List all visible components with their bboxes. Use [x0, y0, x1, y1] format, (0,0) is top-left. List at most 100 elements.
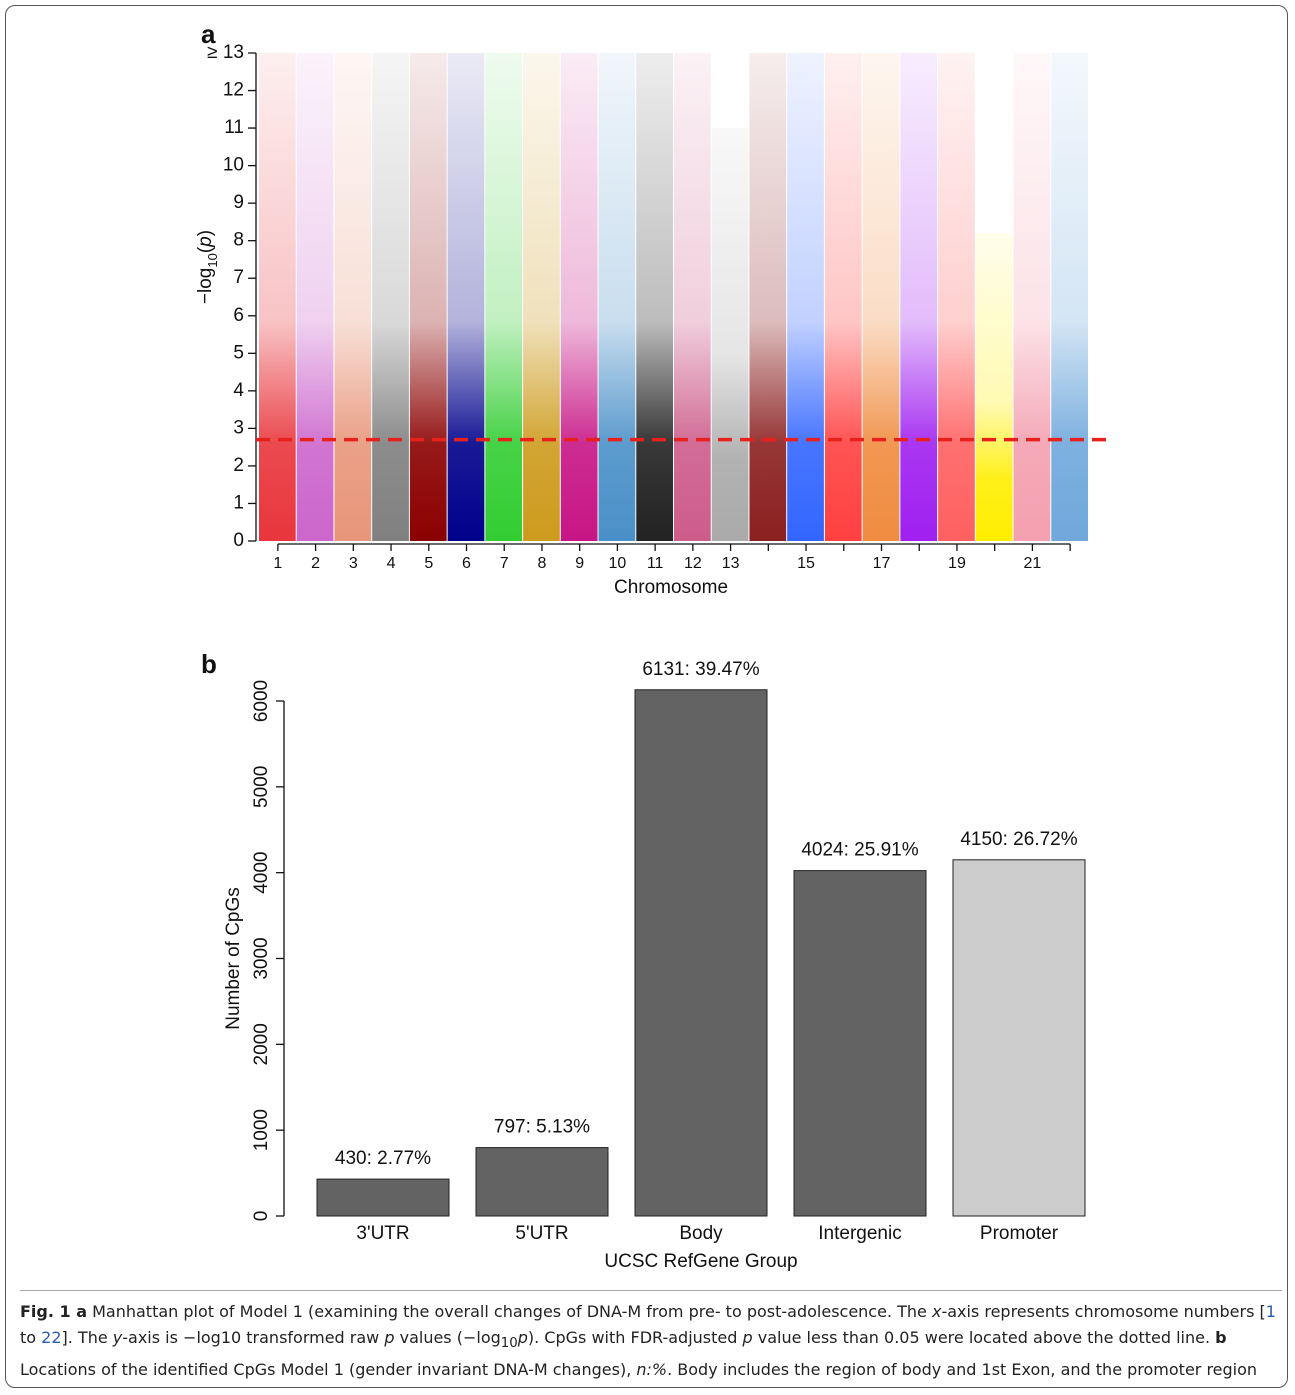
- caption-link[interactable]: 22: [41, 1328, 62, 1347]
- y-tick-label: 0: [233, 530, 244, 551]
- y-axis-label-part: −log: [195, 268, 216, 304]
- caption-text: -axis represents chromosome numbers [: [941, 1302, 1266, 1321]
- caption-text: p: [384, 1328, 395, 1347]
- chromosome-column: [1013, 53, 1051, 541]
- y-tick-label: 11: [224, 117, 244, 138]
- y-axis-label: Number of CpGs: [223, 887, 244, 1030]
- caption-text: values (−log: [394, 1328, 501, 1347]
- y-tick-label: 3000: [251, 937, 272, 979]
- x-tick-label: Body: [679, 1223, 723, 1244]
- y-tick-label: 7: [233, 267, 244, 288]
- y-tick-label: 2000: [251, 1023, 272, 1065]
- y-tick-label: 3: [233, 417, 244, 438]
- chromosome-column: [938, 53, 975, 541]
- x-tick-label: 5: [424, 555, 433, 572]
- x-tick-label: 12: [684, 555, 702, 572]
- x-tick-label: 7: [500, 555, 509, 572]
- chromosome-column: [636, 53, 673, 541]
- chromosome-column: [787, 53, 824, 541]
- caption-text: value less than 0.05 were located above …: [752, 1328, 1216, 1347]
- chromosome-column: [749, 53, 787, 541]
- y-tick-label: 10: [223, 155, 244, 176]
- chromosome-column: [560, 53, 598, 541]
- caption-text: Manhattan plot of Model 1 (examining the…: [87, 1302, 932, 1321]
- y-tick-label: 0: [251, 1211, 272, 1222]
- caption-text: p: [742, 1328, 753, 1347]
- y-tick-label: ≥ 13: [207, 42, 244, 63]
- chromosome-column: [900, 53, 938, 541]
- bar: [634, 689, 768, 1217]
- caption-text: 10: [500, 1336, 518, 1352]
- x-tick-label: 17: [873, 555, 891, 572]
- y-tick-label: 4000: [251, 852, 272, 894]
- caption-text: b: [1215, 1328, 1227, 1347]
- y-tick-label: 5000: [251, 766, 272, 808]
- x-axis-label: Chromosome: [614, 577, 728, 598]
- x-tick-label: 4: [387, 555, 396, 572]
- value-label: 797: 5.13%: [494, 1117, 590, 1138]
- chromosome-column: [296, 53, 334, 541]
- chromosome-column: [711, 128, 749, 542]
- value-label: 430: 2.77%: [335, 1148, 431, 1169]
- figure: a 0 1 2 3 4 5 6 7 8 9 10 11 12 ≥ 13 −log10(p) 1 2 3 4 5 6 7 8 9 1…: [5, 5, 1288, 1388]
- y-tick-label: 6000: [251, 680, 272, 722]
- panel-label: b: [201, 649, 217, 679]
- caption-text: -axis is −log10 transformed raw: [122, 1328, 385, 1347]
- y-tick-label: 2: [233, 455, 244, 476]
- value-label: 4150: 26.72%: [960, 829, 1077, 850]
- x-tick-label: 21: [1024, 555, 1042, 572]
- x-tick-label: Intergenic: [818, 1223, 901, 1244]
- chromosome-column: [409, 53, 447, 541]
- chromosome-column: [862, 53, 900, 541]
- chromosome-column: [523, 53, 560, 541]
- x-tick-label: 10: [609, 555, 627, 572]
- x-tick-label: 11: [647, 555, 664, 572]
- y-axis-label-part: (: [195, 246, 216, 253]
- x-axis-label: UCSC RefGene Group: [604, 1251, 797, 1272]
- chromosome-column: [674, 53, 711, 541]
- caption-text: x: [931, 1302, 942, 1321]
- y-axis-label-part: ): [195, 230, 216, 236]
- x-tick-label: 8: [538, 555, 547, 572]
- chromosome-column: [372, 53, 409, 541]
- caption: Fig. 1 a Manhattan plot of Model 1 (exam…: [20, 1290, 1282, 1387]
- caption-text: to: [20, 1328, 42, 1347]
- y-tick-label: 4: [233, 380, 244, 401]
- y-axis-label: −log10(p): [195, 230, 220, 304]
- bar: [793, 870, 927, 1217]
- x-tick-label: 2: [311, 555, 320, 572]
- y-tick-label: 9: [233, 192, 244, 213]
- x-tick-label: 3'UTR: [356, 1223, 409, 1244]
- value-label: 6131: 39.47%: [642, 659, 759, 680]
- y-tick-label: 6: [233, 305, 244, 326]
- x-tick-label: Promoter: [980, 1223, 1059, 1244]
- chromosome-column: [975, 233, 1013, 541]
- y-tick-label: 1: [233, 492, 244, 513]
- caption-text: n:%: [636, 1360, 668, 1380]
- caption-text: ). CpGs with FDR-adjusted: [527, 1328, 743, 1347]
- x-tick-label: 19: [948, 555, 966, 572]
- caption-text: Locations of the identified CpGs Model 1…: [20, 1360, 637, 1380]
- x-tick-label: 15: [797, 555, 815, 572]
- caption-text: Fig. 1 a: [20, 1302, 88, 1321]
- chromosome-column: [447, 53, 485, 541]
- chromosome-column: [1051, 53, 1088, 541]
- chromosome-column: [485, 53, 523, 541]
- caption-text: y: [112, 1328, 123, 1347]
- y-tick-label: 5: [233, 342, 244, 363]
- x-tick-label: 1: [273, 555, 282, 572]
- y-tick-label: 12: [223, 80, 244, 101]
- x-tick-label: 5'UTR: [515, 1223, 568, 1244]
- caption-link[interactable]: 1: [1265, 1302, 1276, 1321]
- bar: [952, 859, 1086, 1217]
- y-tick-label: 1000: [251, 1109, 272, 1151]
- chromosome-column: [259, 53, 296, 541]
- x-tick-label: 13: [722, 555, 740, 572]
- caption-text: . Body includes the region of body and 1…: [20, 1360, 1258, 1387]
- chromosome-column: [598, 53, 636, 541]
- bar: [316, 1178, 450, 1217]
- y-tick-label: 8: [233, 230, 244, 251]
- x-tick-label: 3: [349, 555, 358, 572]
- chromosome-column: [824, 53, 862, 541]
